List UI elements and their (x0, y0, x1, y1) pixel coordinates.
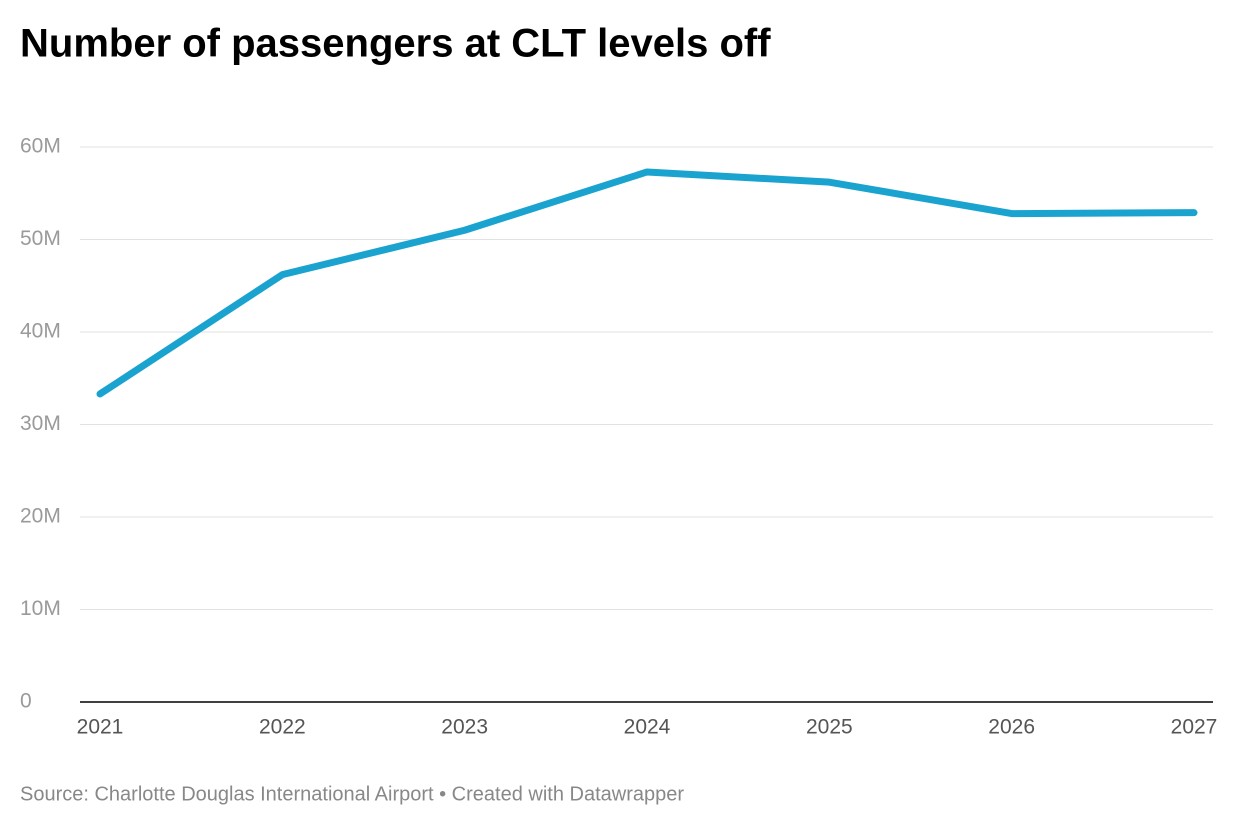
x-tick-label: 2024 (624, 716, 671, 739)
y-tick-label: 10M (20, 597, 61, 620)
x-tick-label: 2025 (806, 716, 853, 739)
y-tick-label: 20M (20, 505, 61, 528)
series-line (96, 168, 1198, 398)
x-tick-label: 2022 (259, 716, 306, 739)
y-tick-label: 40M (20, 320, 61, 343)
y-tick-label: 0 (20, 690, 32, 713)
x-tick-label: 2026 (988, 716, 1035, 739)
x-tick-label: 2023 (441, 716, 488, 739)
y-tick-label: 30M (20, 412, 61, 435)
y-tick-label: 50M (20, 227, 61, 250)
x-tick-label: 2021 (77, 716, 124, 739)
source: Source: Charlotte Douglas International … (20, 783, 684, 805)
chart-title: Number of passengers at CLT levels off (20, 22, 771, 66)
x-tick-label: 2027 (1171, 716, 1218, 739)
y-tick-label: 60M (20, 135, 61, 158)
